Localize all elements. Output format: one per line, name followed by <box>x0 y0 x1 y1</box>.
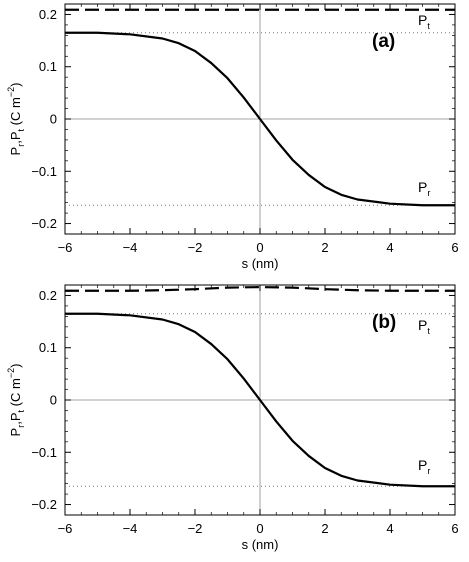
x-axis-title: s (nm) <box>242 537 279 552</box>
series-label-subscript: r <box>427 466 430 476</box>
series-label-subscript: r <box>427 188 430 198</box>
series-label-subscript: t <box>427 21 430 31</box>
series-label-pt: Pt <box>418 12 430 31</box>
series-label-base: P <box>418 12 427 28</box>
y-tick-label: 0.2 <box>39 288 57 303</box>
x-tick-label: −6 <box>58 521 73 536</box>
series-label-base: P <box>418 179 427 195</box>
panel-label: (b) <box>372 312 396 333</box>
x-tick-label: 4 <box>386 521 393 536</box>
x-tick-label: 6 <box>451 521 458 536</box>
x-tick-label: 2 <box>321 521 328 536</box>
y-axis-title-base: P <box>8 428 23 437</box>
x-tick-label: −4 <box>123 240 138 255</box>
y-axis-title-sub2: t <box>16 128 26 131</box>
series-label-pr: Pr <box>418 179 430 198</box>
y-tick-label: −0.2 <box>31 216 57 231</box>
x-tick-label: 4 <box>386 240 393 255</box>
y-tick-label: 0.1 <box>39 59 57 74</box>
series-label-subscript: t <box>427 326 430 336</box>
series-label-pt: Pt <box>418 317 430 336</box>
y-tick-label: −0.2 <box>31 497 57 512</box>
x-tick-label: −2 <box>188 240 203 255</box>
y-axis-title-sep: ,P <box>8 412 23 424</box>
y-axis-title-superscript: −2 <box>6 368 16 378</box>
series-line-pt <box>65 285 455 292</box>
y-tick-label: 0.2 <box>39 7 57 22</box>
y-axis-title-sub1: r <box>16 144 26 147</box>
panel-label: (a) <box>372 31 395 52</box>
series-label-pr: Pr <box>418 457 430 476</box>
y-tick-label: 0.1 <box>39 340 57 355</box>
y-tick-label: 0 <box>50 393 57 408</box>
series-line-pr <box>65 312 455 488</box>
x-tick-label: −2 <box>188 521 203 536</box>
x-tick-label: 0 <box>256 521 263 536</box>
y-axis-title: Pr,Pt (C m−2) <box>6 364 26 437</box>
y-axis-title-unit-close: ) <box>8 364 23 368</box>
y-axis-title: Pr,Pt (C m−2) <box>6 83 26 156</box>
x-axis-title: s (nm) <box>242 256 279 271</box>
series-label-base: P <box>418 317 427 333</box>
x-tick-label: 0 <box>256 240 263 255</box>
y-axis-title-sep: ,P <box>8 131 23 143</box>
y-axis-title-sub1: r <box>16 425 26 428</box>
y-axis-title-unit-open: (C m <box>8 97 23 129</box>
y-axis-title-unit-open: (C m <box>8 378 23 410</box>
series-line-pr <box>65 31 455 207</box>
x-tick-label: −6 <box>58 240 73 255</box>
y-axis-title-unit-close: ) <box>8 83 23 87</box>
y-axis-title-superscript: −2 <box>6 87 16 97</box>
y-axis-title-base: P <box>8 147 23 156</box>
x-tick-label: 2 <box>321 240 328 255</box>
y-tick-label: 0 <box>50 112 57 127</box>
x-tick-label: −4 <box>123 521 138 536</box>
y-axis-title-sub2: t <box>16 409 26 412</box>
y-tick-label: −0.1 <box>31 445 57 460</box>
series-label-base: P <box>418 457 427 473</box>
x-tick-label: 6 <box>451 240 458 255</box>
y-tick-label: −0.1 <box>31 164 57 179</box>
